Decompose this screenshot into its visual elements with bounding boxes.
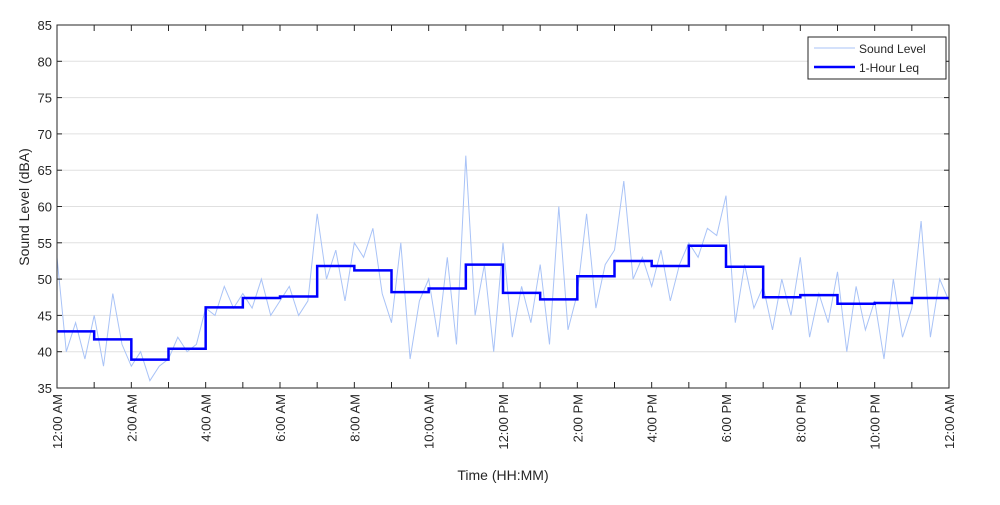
y-tick-label: 40 [38, 345, 52, 360]
axes: 35 40 45 50 55 60 65 70 75 80 85 12:00 AM 2:00 AM 4:0… [38, 18, 957, 450]
x-tick-label: 2:00 PM [570, 394, 585, 442]
x-tick-label: 4:00 PM [645, 394, 660, 442]
y-axis-label: Sound Level (dBA) [16, 148, 32, 266]
y-tick-label: 55 [38, 236, 52, 251]
y-tick-label: 35 [38, 381, 52, 396]
x-tick-label: 2:00 AM [124, 394, 139, 442]
x-tick-label: 12:00 PM [496, 394, 511, 450]
leq-step-line [57, 244, 949, 361]
grid [57, 60, 949, 353]
legend: Sound Level 1-Hour Leq [807, 36, 947, 80]
y-tick-label: 65 [38, 163, 52, 178]
y-tick-label: 70 [38, 127, 52, 142]
y-tick-label: 75 [38, 91, 52, 106]
x-tick-label: 12:00 AM [942, 394, 957, 449]
x-tick-label: 12:00 AM [50, 394, 65, 449]
legend-leq-label: 1-Hour Leq [859, 61, 919, 75]
x-tick-label: 8:00 PM [793, 394, 808, 442]
x-tick-label: 6:00 AM [273, 394, 288, 442]
x-tick-label: 10:00 AM [422, 394, 437, 449]
x-tick-label: 8:00 AM [347, 394, 362, 442]
x-tick-label: 6:00 PM [719, 394, 734, 442]
y-tick-label: 85 [38, 18, 52, 33]
legend-sound-level-label: Sound Level [859, 42, 926, 56]
x-tick-label: 4:00 AM [199, 394, 214, 442]
x-axis-label: Time (HH:MM) [457, 467, 548, 483]
y-tick-label: 80 [38, 54, 52, 69]
y-tick-label: 45 [38, 308, 52, 323]
legend-box [807, 36, 947, 80]
series-group [56, 155, 950, 382]
y-tick-label: 60 [38, 200, 52, 215]
x-tick-label: 10:00 PM [868, 394, 883, 450]
y-tick-label: 50 [38, 272, 52, 287]
